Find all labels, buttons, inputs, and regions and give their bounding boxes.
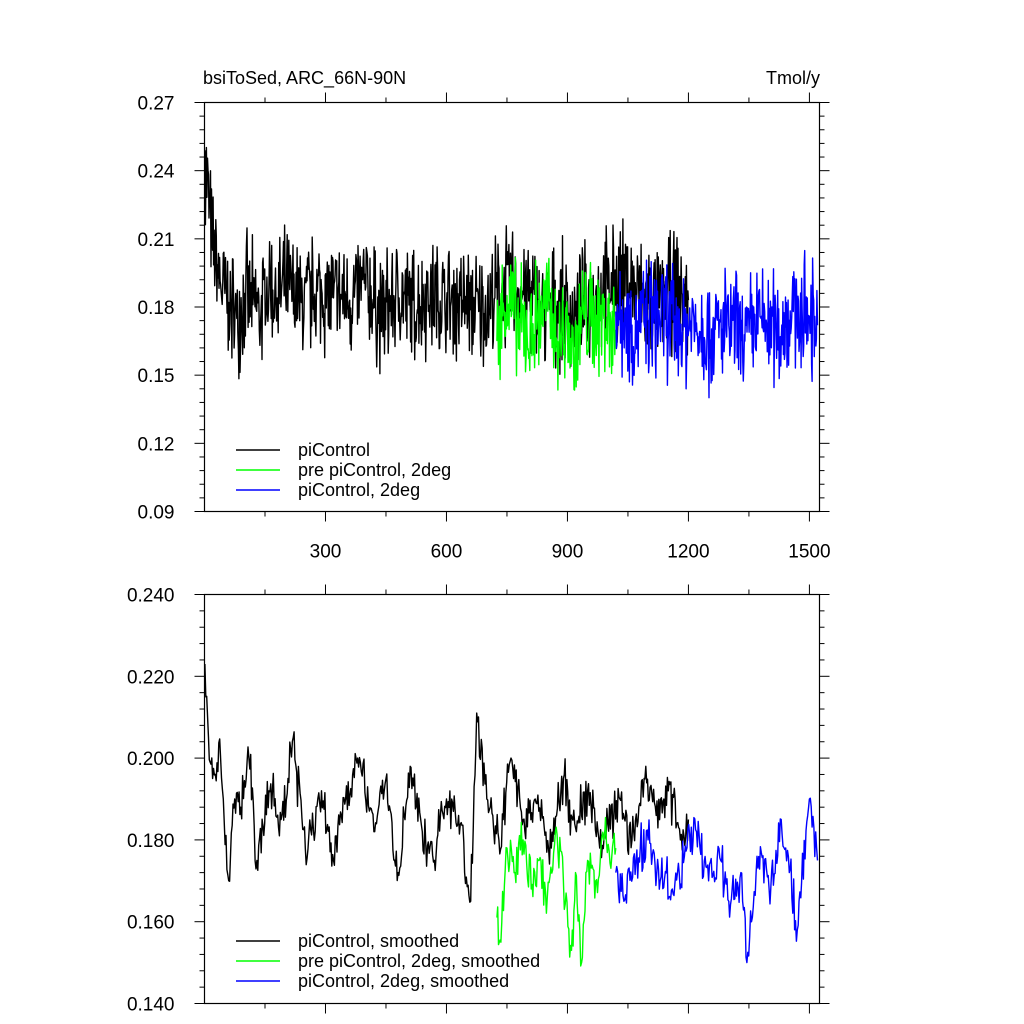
bottom-panel: 0.140 0.160 0.180 0.200 0.220 0.240 piControl… [127, 584, 830, 1016]
top-series-line [204, 146, 690, 380]
top-panel: bsiToSed, ARC_66N-90N Tmol/y 300 600 900 12… [138, 68, 831, 563]
bottom-axis-ticks: 0.140 0.160 0.180 0.200 0.220 0.240 [127, 584, 830, 1016]
y-tick-label: 0.140 [127, 995, 175, 1016]
y-tick-label: 0.200 [127, 749, 175, 770]
x-tick-label: 900 [552, 542, 584, 563]
bottom-series-line [204, 663, 690, 903]
top-chart-title: bsiToSed, ARC_66N-90N [203, 68, 406, 89]
top-series-line [496, 257, 617, 391]
legend-label: piControl, 2deg [298, 480, 420, 500]
bottom-plot-frame [203, 593, 821, 1005]
y-tick-label: 0.15 [138, 366, 175, 387]
legend-label: piControl, smoothed [298, 931, 459, 951]
legend-label: pre piControl, 2deg [298, 460, 451, 480]
top-axis-ticks: 300 600 900 1200 1500 0.09 0.12 0.15 0.18 0.21 0.2… [138, 92, 831, 563]
y-tick-label: 0.09 [138, 503, 175, 524]
top-series-group [204, 146, 819, 399]
y-tick-label: 0.18 [138, 298, 175, 319]
x-tick-label: 600 [431, 542, 463, 563]
y-tick-label: 0.27 [138, 94, 175, 115]
bottom-series-line [615, 797, 819, 964]
x-tick-label: 300 [310, 542, 342, 563]
top-series-line [615, 249, 819, 399]
x-tick-label: 1500 [788, 542, 830, 563]
top-chart-units: Tmol/y [766, 68, 820, 88]
legend-label: piControl [298, 440, 370, 460]
legend-label: piControl, 2deg, smoothed [298, 971, 509, 991]
y-tick-label: 0.240 [127, 586, 175, 607]
y-tick-label: 0.180 [127, 831, 175, 852]
bottom-series-group [204, 663, 819, 967]
bottom-series-line [496, 816, 617, 967]
legend-label: pre piControl, 2deg, smoothed [298, 951, 540, 971]
y-tick-label: 0.220 [127, 667, 175, 688]
y-tick-label: 0.160 [127, 913, 175, 934]
x-tick-label: 1200 [667, 542, 709, 563]
y-tick-label: 0.21 [138, 230, 175, 251]
y-tick-label: 0.12 [138, 434, 175, 455]
y-tick-label: 0.24 [138, 162, 175, 183]
